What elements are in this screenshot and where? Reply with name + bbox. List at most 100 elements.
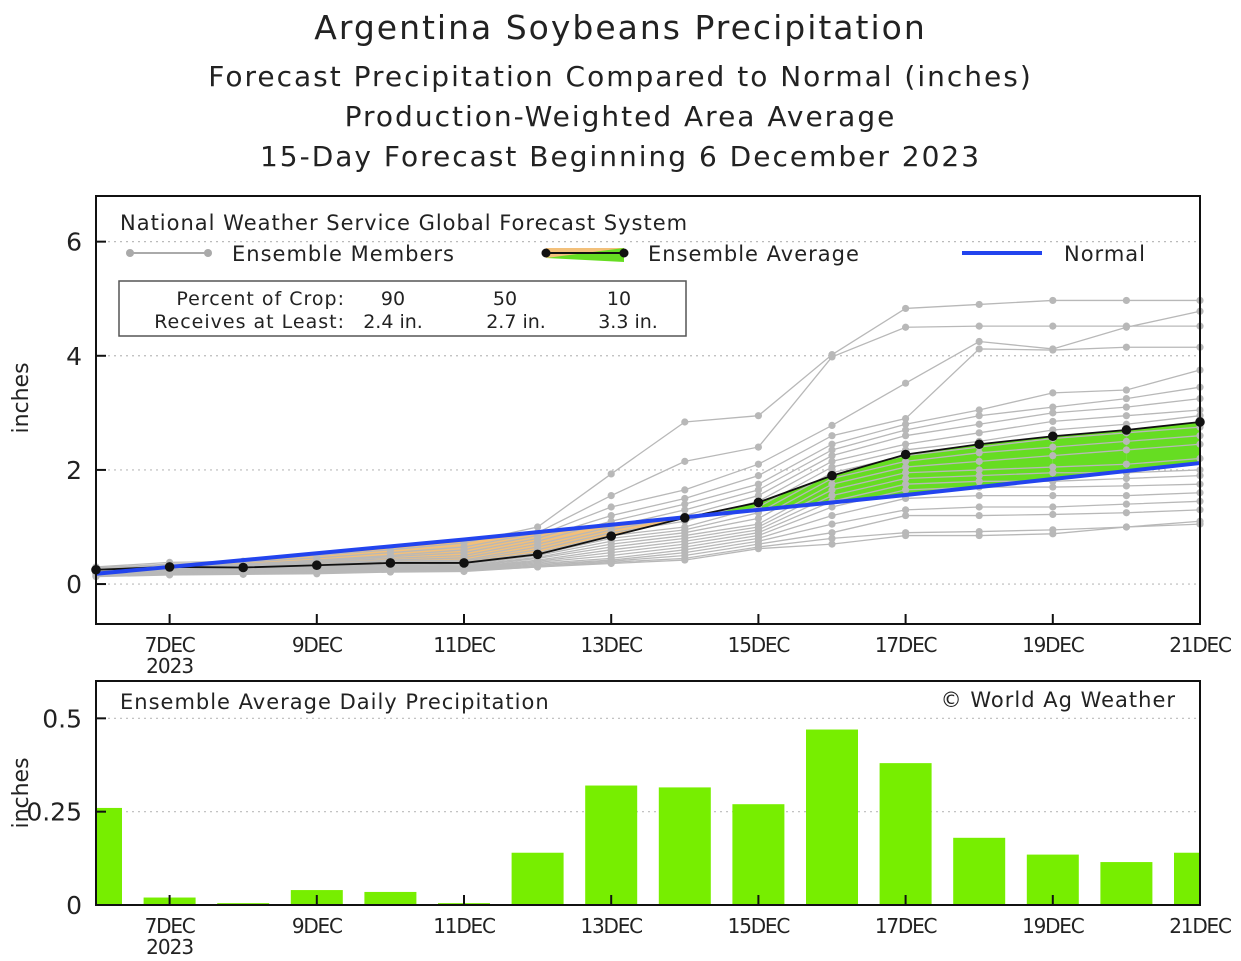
daily-precip-bar: [512, 853, 564, 905]
ensemble-member-point: [681, 418, 688, 425]
ensemble-member-point: [1123, 475, 1130, 482]
ensemble-member-point: [1123, 501, 1130, 508]
ensemble-member-point: [976, 532, 983, 539]
ensemble-member-point: [1049, 503, 1056, 510]
legend-members-label: Ensemble Members: [232, 242, 455, 266]
ensemble-member-point: [755, 472, 762, 479]
ensemble-member-point: [1123, 509, 1130, 516]
daily-precip-bar: [364, 892, 416, 905]
ensemble-member-point: [828, 353, 835, 360]
ensemble-member-point: [828, 512, 835, 519]
daily-precip-bar: [1100, 862, 1152, 905]
ensemble-member-point: [608, 492, 615, 499]
top-y-tick-label: 6: [66, 228, 82, 257]
top-y-tick-label: 2: [66, 456, 82, 485]
ensemble-member-point: [608, 470, 615, 477]
ensemble-average-point: [459, 558, 469, 568]
crop-percent-10: 10: [607, 288, 631, 310]
ensemble-member-point: [1123, 297, 1130, 304]
daily-precip-bar: [953, 838, 1005, 905]
chart-canvas: 02467DEC 9DEC 11DEC 13DEC 15DEC 17DEC 19DEC 21D…: [0, 0, 1241, 961]
bottom-x-tick-label: 19DEC: [1022, 914, 1084, 938]
top-y-tick-label: 4: [66, 342, 82, 371]
ensemble-member-point: [902, 512, 909, 519]
daily-precip-bar: [732, 804, 784, 905]
ensemble-member-point: [1123, 395, 1130, 402]
ensemble-average-point: [754, 498, 764, 508]
daily-bars: [96, 730, 1200, 905]
bottom-panel-title: Ensemble Average Daily Precipitation: [120, 690, 550, 714]
ensemble-member-point: [828, 541, 835, 548]
top-x-tick-label: 9DEC: [292, 633, 342, 657]
top-x-tick-label: 11DEC: [433, 633, 495, 657]
ensemble-member-point: [976, 412, 983, 419]
legend-members-dot-right: [204, 249, 212, 257]
top-x-tick-year: 2023: [146, 654, 193, 678]
ensemble-member-point: [1049, 346, 1056, 353]
crop-amount-10: 3.3 in.: [598, 311, 658, 333]
top-x-tick-label: 15DEC: [728, 633, 790, 657]
daily-precip-bar: [880, 763, 932, 905]
daily-precip-bar: [806, 730, 858, 905]
ensemble-member-point: [1049, 297, 1056, 304]
ensemble-member-point: [166, 571, 173, 578]
ensemble-member-point: [902, 486, 909, 493]
ensemble-average-point: [974, 439, 984, 449]
daily-panel: 0 0.25 0.5 7DEC 9DEC 11DEC 13DEC 15DEC 17DEC 19DE…: [26, 681, 1231, 959]
ensemble-member-point: [1123, 482, 1130, 489]
ensemble-average-point: [680, 513, 690, 523]
ensemble-member-point: [976, 492, 983, 499]
ensemble-average-point: [1048, 431, 1058, 441]
ensemble-member-point: [1123, 461, 1130, 468]
ensemble-member-point: [460, 568, 467, 575]
ensemble-member-point: [828, 521, 835, 528]
ensemble-member-point: [1123, 324, 1130, 331]
ensemble-member-point: [1049, 443, 1056, 450]
ensemble-average-point: [533, 550, 543, 560]
ensemble-member-point: [828, 422, 835, 429]
ensemble-average-point: [238, 563, 248, 573]
crop-amount-50: 2.7 in.: [486, 311, 546, 333]
bottom-x-tick-label: 11DEC: [433, 914, 495, 938]
ensemble-member-point: [902, 432, 909, 439]
ensemble-member-point: [681, 556, 688, 563]
ensemble-member-point: [1123, 386, 1130, 393]
ensemble-member-point: [1049, 409, 1056, 416]
ensemble-member-point: [1049, 389, 1056, 396]
ensemble-member-point: [681, 486, 688, 493]
bottom-x-tick-year: 2023: [146, 935, 193, 959]
ensemble-member-point: [1049, 483, 1056, 490]
daily-precip-bar: [585, 786, 637, 905]
top-y-tick-label: 0: [66, 570, 82, 599]
ensemble-member-point: [681, 458, 688, 465]
bottom-x-tick-label: 15DEC: [728, 914, 790, 938]
ensemble-member-point: [1049, 452, 1056, 459]
ensemble-member-point: [902, 380, 909, 387]
top-x-tick-label: 13DEC: [580, 633, 642, 657]
ensemble-member-point: [534, 563, 541, 570]
ensemble-member-point: [755, 545, 762, 552]
legend-average-dot-left: [542, 249, 551, 258]
ensemble-member-point: [976, 458, 983, 465]
ensemble-average-point: [606, 531, 616, 541]
ensemble-member-point: [313, 570, 320, 577]
ensemble-member-point: [1049, 530, 1056, 537]
ensemble-member-point: [755, 412, 762, 419]
ensemble-member-point: [976, 503, 983, 510]
ensemble-member-point: [902, 324, 909, 331]
ensemble-member-point: [976, 338, 983, 345]
ensemble-member-point: [1049, 418, 1056, 425]
bottom-x-tick-label: 21DEC: [1169, 914, 1231, 938]
daily-precip-bar: [96, 808, 122, 905]
ensemble-average-point: [827, 471, 837, 481]
daily-precip-bar: [659, 787, 711, 905]
daily-precip-bar: [1174, 853, 1200, 905]
bottom-y-tick-label: 0.5: [42, 704, 82, 733]
crop-percent-50: 50: [493, 288, 517, 310]
ensemble-member-point: [1123, 438, 1130, 445]
ensemble-member-point: [902, 532, 909, 539]
ensemble-member-point: [976, 449, 983, 456]
legend-normal-label: Normal: [1064, 242, 1146, 266]
ensemble-member-point: [976, 429, 983, 436]
ensemble-average-point: [386, 558, 396, 568]
